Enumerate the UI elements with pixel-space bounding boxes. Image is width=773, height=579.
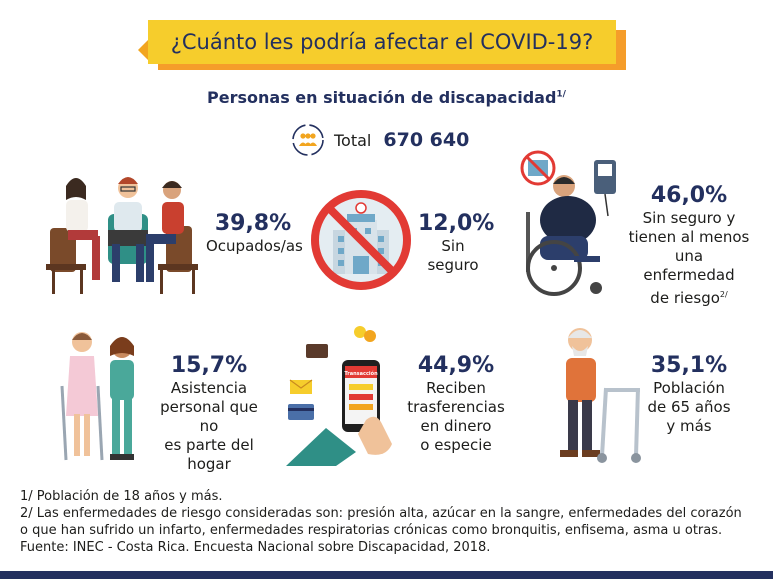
total-label: Total <box>334 130 372 150</box>
office-workers-icon <box>46 177 198 294</box>
stat-personal-assistance: 15,7% Asistencia personal que no es part… <box>156 353 262 474</box>
stat-uninsured-risk: 46,0% Sin seguro y tienen al menos una e… <box>628 183 750 308</box>
wheelchair-person-icon <box>520 150 616 296</box>
bottom-bar <box>0 571 773 579</box>
stat-percent: 35,1% <box>650 353 728 378</box>
subtitle-note: 1/ <box>556 89 566 100</box>
stat-label-line: Reciben <box>426 379 486 397</box>
stat-employed: 39,8% Ocupados/as <box>206 211 303 256</box>
people-group-icon <box>292 124 324 156</box>
stat-label-line: de riesgo2/ <box>628 285 750 308</box>
source-line: Fuente: INEC - Costa Rica. Encuesta Naci… <box>20 540 491 555</box>
phone-transaction-icon: Transacción <box>286 326 392 466</box>
stat-label-line: tienen al menos <box>628 228 750 246</box>
page-title: ¿Cuánto les podría afectar el COVID-19? <box>170 30 594 54</box>
stat-transfers: 44,9% Reciben trasferencias en dinero o … <box>404 353 508 455</box>
stat-label-line: Población <box>653 379 725 397</box>
phone-screen-label: Transacción <box>344 370 378 377</box>
stat-label: Ocupados/as <box>206 237 303 255</box>
stat-percent: 12,0% <box>418 211 495 236</box>
total-value: 670 640 <box>383 129 470 151</box>
ribbon-left <box>138 38 150 62</box>
stat-elderly: 35,1% Población de 65 años y más <box>646 353 732 436</box>
stat-label-line: personal que no <box>160 398 258 435</box>
subtitle-text: Personas en situación de discapacidad <box>207 88 557 107</box>
stat-label-line: Sin <box>441 237 465 255</box>
footnote-line: 2/ Las enfermedades de riesgo considerad… <box>20 506 742 521</box>
stat-label-line: una enfermedad <box>643 247 735 284</box>
stat-percent: 15,7% <box>170 353 248 378</box>
stat-label-line: Sin seguro y <box>642 209 736 227</box>
subtitle: Personas en situación de discapacidad1/ <box>0 88 773 107</box>
title-banner: ¿Cuánto les podría afectar el COVID-19? <box>138 20 626 72</box>
stat-label-line: y más <box>666 417 712 435</box>
banner: ¿Cuánto les podría afectar el COVID-19? <box>148 20 616 64</box>
stat-label-line: seguro <box>427 256 479 274</box>
caregiver-icon <box>60 332 134 461</box>
stat-percent: 46,0% <box>650 183 728 208</box>
stat-label-line: Asistencia <box>170 379 248 397</box>
stat-label-line: es parte del hogar <box>164 436 254 473</box>
stat-label-text: de riesgo <box>650 289 720 307</box>
stat-note: 2/ <box>719 290 728 299</box>
hospital-prohibited-icon <box>311 190 411 290</box>
footnotes: 1/ Población de 18 años y más. 2/ Las en… <box>20 488 760 556</box>
stat-label-line: o especie <box>420 436 492 454</box>
footnote-line: 1/ Población de 18 años y más. <box>20 489 223 504</box>
total-row: Total 670 640 <box>292 124 469 156</box>
stat-label-line: de 65 años <box>647 398 731 416</box>
elderly-walker-icon <box>560 328 641 463</box>
stat-percent: 44,9% <box>417 353 495 378</box>
stat-uninsured: 12,0% Sin seguro <box>418 211 495 275</box>
stat-label-line: en dinero <box>420 417 492 435</box>
stat-label-line: trasferencias <box>407 398 505 416</box>
footnote-line: o que han sufrido un infarto, enfermedad… <box>20 523 723 538</box>
stat-percent: 39,8% <box>214 211 292 236</box>
